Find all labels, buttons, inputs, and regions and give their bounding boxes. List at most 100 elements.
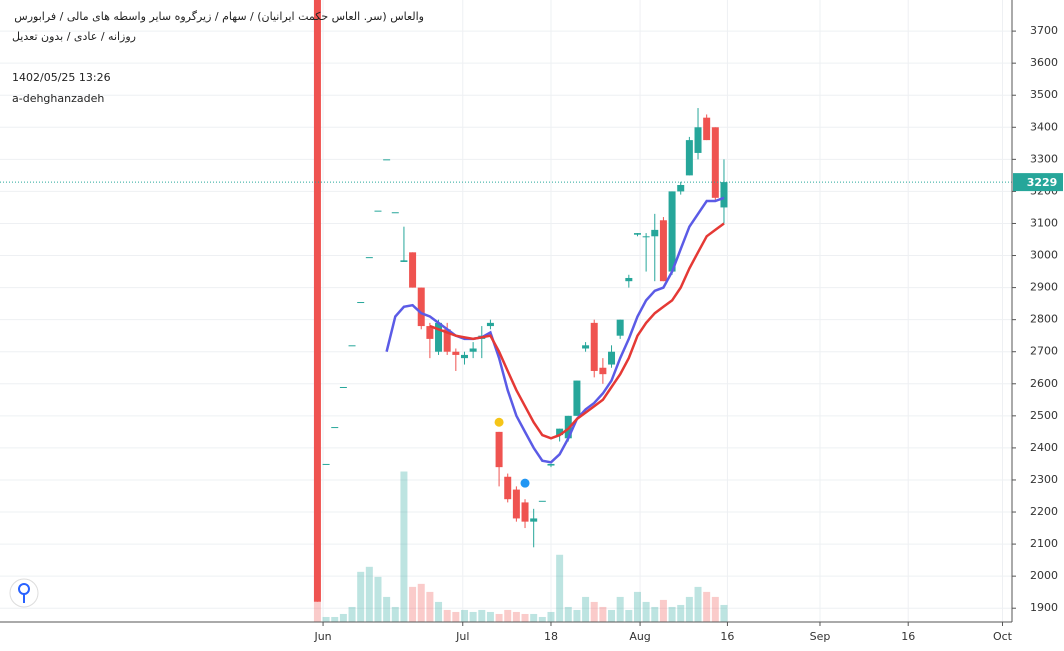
volume-bar: [633, 591, 641, 622]
signal-marker: [520, 478, 530, 488]
volume-bar: [608, 609, 616, 622]
candle-body: [331, 427, 339, 429]
volume-bar: [460, 609, 468, 622]
volume-bar: [521, 613, 529, 622]
candle-body: [313, 0, 321, 602]
last-price-box: [1013, 173, 1063, 192]
y-tick-label: 2900: [1030, 281, 1058, 294]
volume-bar: [374, 576, 382, 622]
y-tick-label: 1900: [1030, 601, 1058, 614]
candle-body: [504, 476, 512, 500]
candle-body: [633, 233, 641, 235]
volume-bar: [694, 586, 702, 622]
candle-body: [426, 326, 434, 339]
volume-bar: [573, 609, 581, 622]
volume-bar: [547, 611, 555, 622]
volume-bar: [711, 596, 719, 622]
volume-bar: [512, 611, 520, 622]
volume-bar: [383, 596, 391, 622]
y-tick-label: 2400: [1030, 441, 1058, 454]
volume-bar: [703, 591, 711, 622]
x-tick-label: Jul: [455, 630, 469, 643]
y-tick-label: 2100: [1030, 537, 1058, 550]
candle-body: [417, 287, 425, 327]
volume-bar: [357, 571, 365, 622]
x-tick-label: 16: [720, 630, 734, 643]
candle-body: [365, 257, 373, 259]
volume-bar: [417, 583, 425, 622]
volume-bar: [322, 616, 330, 622]
volume-bar: [668, 606, 676, 622]
volume-bar: [677, 604, 685, 622]
x-tick-label: Oct: [993, 630, 1013, 643]
volume-bar: [582, 596, 590, 622]
candle-body: [383, 159, 391, 161]
y-tick-label: 3000: [1030, 249, 1058, 262]
volume-bar: [564, 606, 572, 622]
candle-body: [435, 322, 443, 352]
timestamp: 1402/05/25 13:26: [12, 71, 111, 84]
y-tick-label: 2700: [1030, 345, 1058, 358]
candle-body: [469, 348, 477, 352]
y-tick-label: 3700: [1030, 24, 1058, 37]
volume-bar: [530, 613, 538, 622]
volume-bar: [642, 601, 650, 622]
candle-body: [357, 302, 365, 304]
x-tick-label: Sep: [810, 630, 831, 643]
candle-body: [556, 428, 564, 436]
y-tick-label: 2000: [1030, 569, 1058, 582]
candle-body: [703, 117, 711, 141]
candle-body: [720, 182, 728, 208]
volume-bar: [495, 613, 503, 622]
x-tick-label: 18: [544, 630, 558, 643]
candle-body: [677, 184, 685, 192]
volume-bar: [625, 609, 633, 622]
volume-bar: [556, 554, 564, 622]
candle-body: [512, 489, 520, 519]
candle-body: [460, 354, 468, 359]
volume-bar: [720, 604, 728, 622]
candle-body: [573, 380, 581, 416]
candle-body: [348, 345, 356, 347]
candle-body: [452, 351, 460, 355]
x-tick-label: Aug: [629, 630, 650, 643]
candle-body: [400, 260, 408, 262]
y-tick-label: 2800: [1030, 313, 1058, 326]
candle-body: [659, 220, 667, 282]
candle-body: [651, 229, 659, 237]
candle-body: [495, 431, 503, 468]
candle-body: [599, 367, 607, 375]
candle-body: [711, 127, 719, 198]
candle-body: [538, 500, 546, 502]
y-tick-label: 3500: [1030, 88, 1058, 101]
y-tick-label: 2500: [1030, 409, 1058, 422]
y-tick-label: 3600: [1030, 56, 1058, 69]
moving-average: [385, 196, 725, 464]
volume-bar: [616, 596, 624, 622]
candle-body: [590, 322, 598, 371]
candle-body: [547, 463, 555, 466]
candle-body: [694, 127, 702, 153]
volume-bar: [486, 611, 494, 622]
volume-bar: [409, 586, 417, 622]
candle-body: [521, 502, 529, 522]
candle-body: [642, 236, 650, 238]
y-tick-label: 2200: [1030, 505, 1058, 518]
candle-body: [582, 345, 590, 349]
volume-bar: [452, 611, 460, 622]
y-tick-label: 3400: [1030, 120, 1058, 133]
last-price-label: 3229: [1027, 176, 1058, 189]
signal-marker: [494, 417, 504, 427]
candle-body: [616, 319, 624, 336]
candle-body: [322, 463, 330, 465]
volume-bar: [339, 613, 347, 622]
volume-bar: [659, 599, 667, 622]
volume-bar: [365, 566, 373, 622]
volume-bar: [313, 601, 321, 622]
volume-bar: [599, 606, 607, 622]
candle-body: [443, 329, 451, 352]
y-tick-label: 2600: [1030, 377, 1058, 390]
logo[interactable]: [9, 578, 39, 608]
